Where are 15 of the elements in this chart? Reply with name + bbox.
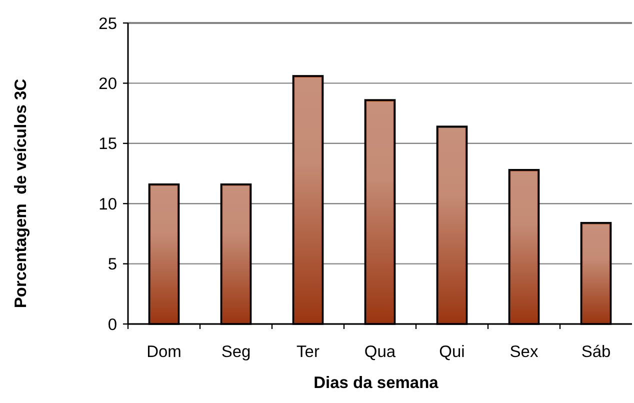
- x-tick-label: Dom: [146, 343, 182, 361]
- x-tick-label: Seg: [221, 343, 251, 361]
- y-tick-label: 15: [98, 135, 117, 154]
- y-tick-label: 25: [98, 14, 117, 33]
- y-tick-label: 0: [108, 316, 117, 334]
- x-tick-label: Qua: [364, 343, 396, 361]
- x-tick-label: Qui: [439, 343, 465, 361]
- y-tick-label: 20: [98, 74, 117, 93]
- y-tick-label: 5: [108, 256, 117, 274]
- y-axis-title: Porcentagem de veículos 3C: [12, 78, 30, 308]
- x-tick-label: Sex: [510, 343, 539, 361]
- y-tick-label: 10: [98, 195, 117, 214]
- x-tick-label: Ter: [296, 343, 320, 361]
- x-tick-label: Sáb: [581, 343, 611, 361]
- x-axis-title: Dias da semana: [314, 374, 440, 392]
